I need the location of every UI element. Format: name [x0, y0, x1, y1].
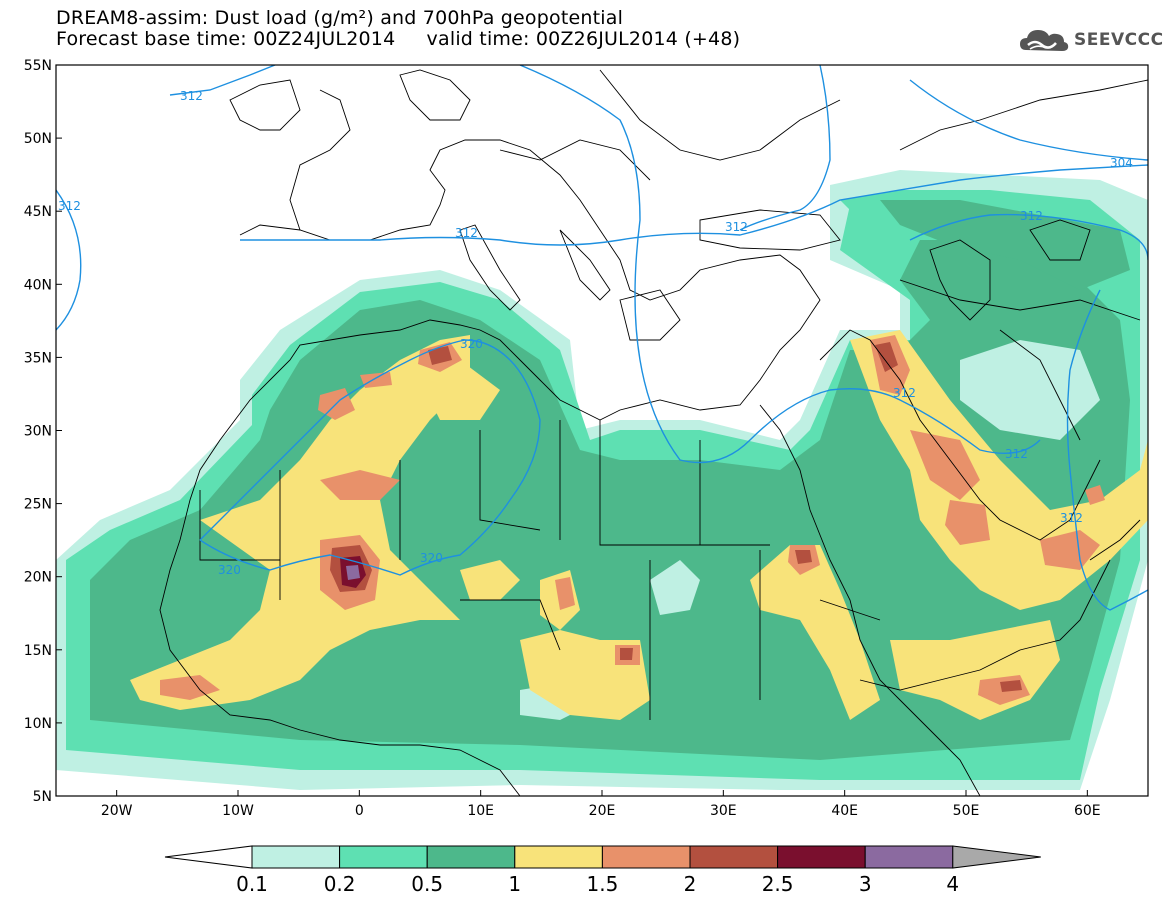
lon-tick-label: 0	[355, 803, 364, 819]
dust-band-1	[130, 330, 1148, 720]
latitude-axis: 55N 50N 45N 40N 35N 30N 25N 20N 15N 10N 5N	[24, 58, 62, 805]
contour-label: 320	[420, 551, 443, 565]
colorbar-swatch	[514, 845, 603, 869]
contour-label: 312	[455, 226, 478, 240]
colorbar-swatch	[426, 845, 516, 869]
contour-labels: 312 312 312 312 304 312 312 312 320 320 …	[58, 89, 1133, 577]
cloud-logo-icon	[1020, 30, 1069, 51]
lat-tick-label: 30N	[24, 424, 52, 440]
colorbar-over-triangle	[952, 845, 1041, 869]
colorbar-swatch	[689, 845, 779, 869]
colorbar-swatch	[339, 845, 428, 869]
colorbar-label: 4	[946, 872, 959, 896]
lat-tick-label: 15N	[24, 643, 52, 659]
lat-tick-label: 40N	[24, 277, 52, 293]
contour-label: 312	[58, 199, 81, 213]
contour-label: 312	[180, 89, 203, 103]
contour-label: 312	[725, 220, 748, 234]
coastlines	[159, 69, 1148, 796]
contour-label: 312	[1005, 447, 1028, 461]
contour-label: 304	[1110, 156, 1133, 170]
lat-tick-label: 5N	[33, 789, 52, 805]
contour-label: 312	[1060, 511, 1083, 525]
lat-tick-label: 20N	[24, 570, 52, 586]
dust-band-3	[346, 565, 360, 580]
dust-fields	[56, 170, 1148, 790]
colorbar-label: 2.5	[762, 872, 794, 896]
lat-tick-label: 50N	[24, 131, 52, 147]
contour-label: 320	[218, 563, 241, 577]
lat-tick-label: 25N	[24, 497, 52, 513]
lon-tick-label: 10E	[467, 803, 494, 819]
contour-label: 312	[893, 386, 916, 400]
geopotential-contours	[56, 65, 1148, 611]
lon-tick-label: 60E	[1074, 803, 1101, 819]
colorbar-label: 0.1	[236, 872, 268, 896]
colorbar-under-triangle	[164, 845, 253, 869]
lat-tick-label: 35N	[24, 350, 52, 366]
lon-tick-label: 40E	[831, 803, 858, 819]
lon-tick-label: 10W	[222, 803, 254, 819]
colorbar-swatch	[864, 845, 954, 869]
lon-tick-label: 20W	[101, 803, 133, 819]
contour-label: 312	[1020, 209, 1043, 223]
lon-tick-label: 20E	[589, 803, 616, 819]
colorbar-label: 0.5	[411, 872, 443, 896]
colorbar-swatch	[251, 845, 341, 869]
logo: SEEVCCC	[1018, 26, 1164, 54]
lon-tick-label: 50E	[953, 803, 980, 819]
lat-tick-label: 45N	[24, 204, 52, 220]
colorbar-label: 1.5	[586, 872, 618, 896]
colorbar-label: 0.2	[324, 872, 356, 896]
forecast-times: Forecast base time: 00Z24JUL2014 valid t…	[56, 28, 741, 50]
colorbar-swatch	[601, 845, 691, 869]
colorbar-label: 3	[859, 872, 872, 896]
colorbar-swatch	[777, 845, 866, 869]
colorbar-label: 2	[684, 872, 697, 896]
longitude-axis: 20W 10W 0 10E 20E 30E 40E 50E 60E	[101, 790, 1101, 819]
logo-text: SEEVCCC	[1074, 30, 1164, 50]
map-title: DREAM8-assim: Dust load (g/m²) and 700hP…	[56, 7, 624, 29]
colorbar: 0.1 0.2 0.5 1 1.5 2 2.5 3 4	[164, 845, 1041, 896]
colorbar-label: 1	[508, 872, 521, 896]
lon-tick-label: 30E	[710, 803, 737, 819]
lat-tick-label: 55N	[24, 58, 52, 74]
contour-label: 320	[460, 337, 483, 351]
lat-tick-label: 10N	[24, 716, 52, 732]
